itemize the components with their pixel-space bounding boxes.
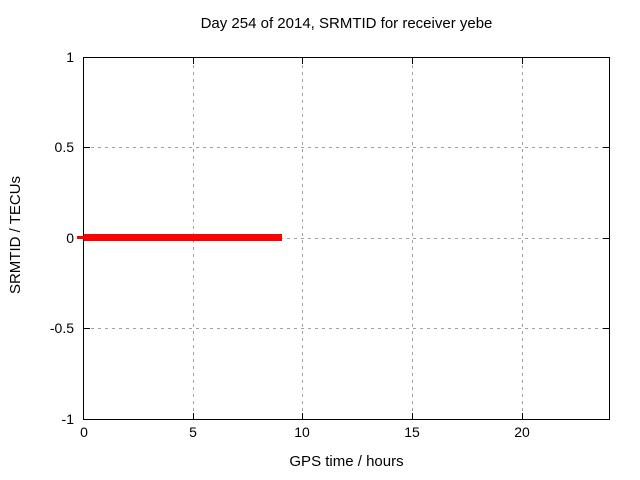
y-tick-label--0.5: -0.5 (49, 320, 74, 336)
x-tick-label-15: 15 (404, 424, 420, 440)
x-tickmark-top-10 (302, 58, 303, 64)
series-line-endcap (77, 236, 84, 239)
y-tick-label--1: -1 (61, 411, 74, 427)
y-tickmark-left--0.5 (84, 328, 90, 329)
h-gridline-0 (84, 238, 609, 239)
y-tick-label-1: 1 (66, 49, 74, 65)
y-tickmark-right-0 (603, 238, 609, 239)
y-tickmark-left-0.5 (84, 147, 90, 148)
x-tickmark-bottom-15 (412, 413, 413, 419)
chart-title: Day 254 of 2014, SRMTID for receiver yeb… (200, 15, 493, 32)
x-tickmark-top-20 (522, 58, 523, 64)
plot-area (77, 57, 610, 420)
x-tickmark-bottom-10 (302, 413, 303, 419)
series-line-srmtid (84, 234, 282, 241)
x-tick-label-5: 5 (189, 424, 197, 440)
x-tickmark-bottom-20 (522, 413, 523, 419)
x-tickmark-bottom-5 (193, 413, 194, 419)
x-tickmark-top-5 (193, 58, 194, 64)
x-tickmark-top-15 (412, 58, 413, 64)
x-axis-label: GPS time / hours (289, 453, 404, 470)
y-tick-label-0.5: 0.5 (54, 139, 74, 155)
h-gridline--0.5 (84, 328, 609, 329)
y-tickmark-right--0.5 (603, 328, 609, 329)
y-tickmark-right-0.5 (603, 147, 609, 148)
y-axis-label: SRMTID / TECUs (7, 175, 24, 295)
h-gridline-0.5 (84, 147, 609, 148)
x-tick-label-20: 20 (514, 424, 530, 440)
y-tick-label-0: 0 (66, 230, 74, 246)
x-tick-label-10: 10 (294, 424, 310, 440)
x-tick-label-0: 0 (80, 424, 88, 440)
